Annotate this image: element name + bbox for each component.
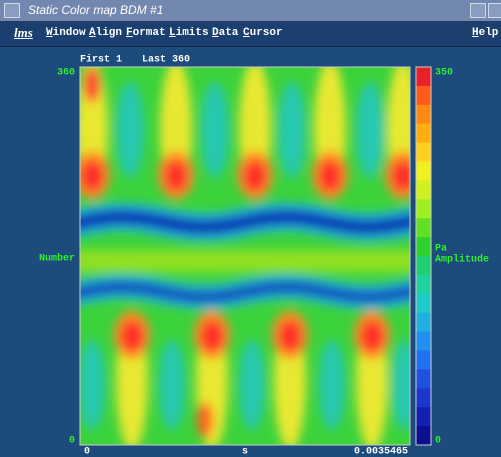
color-region [81,161,103,191]
color-region [239,340,265,430]
color-band [60,250,440,272]
color-region [197,402,213,438]
window: Static Color map BDM #1 lms Window Align… [0,0,501,457]
color-region [201,82,229,178]
colorbar-step [416,426,431,445]
y-axis-title: Number [39,253,75,265]
color-region [356,82,384,178]
color-region [392,161,414,191]
color-region [165,161,187,191]
colorbar-step [416,105,431,124]
colorbar-step [416,275,431,294]
colorbar-step [416,237,431,256]
x-left-label: 0 [84,447,90,457]
first-label: First 1 [80,54,122,66]
color-region [361,321,383,351]
colorbar-step [416,294,431,313]
colorbar-step [416,332,431,351]
colorbar-step [416,124,431,143]
color-region [319,340,345,430]
color-region [79,340,105,430]
colorbar-bottom-label: 0 [435,436,441,447]
colorbar-step [416,218,431,237]
colorbar-step [416,180,431,199]
colorbar-step [416,162,431,181]
colorbar-unit: Pa [435,244,447,255]
colorbar-top-label: 350 [435,68,453,79]
colorbar-step [416,388,431,407]
colorbar-title: Amplitude [435,254,489,266]
colorbar-step [416,67,431,86]
color-region [116,82,144,178]
color-map [60,60,440,450]
colorbar-step [416,199,431,218]
y-bottom-label: 0 [69,436,75,447]
colorbar-step [416,313,431,332]
color-region [244,161,266,191]
colorbar-step [416,143,431,162]
color-region [392,340,418,430]
colorbar-step [416,256,431,275]
x-axis-title: s [242,447,248,457]
color-region [121,321,143,351]
color-region [279,321,301,351]
colorbar [416,67,431,446]
colorbar-step [416,351,431,370]
last-label: Last 360 [142,55,190,66]
colorbar-step [416,407,431,426]
color-region [159,340,185,430]
x-right-label: 0.0035465 [354,447,408,457]
color-region [278,82,306,178]
color-region [319,161,341,191]
color-region [201,321,223,351]
colorbar-step [416,86,431,105]
color-region [84,67,100,103]
y-top-label: 360 [57,68,75,79]
color-map-view: First 1 Last 360 360 Number 0 0 s 0.0035… [0,0,501,457]
colorbar-step [416,369,431,388]
